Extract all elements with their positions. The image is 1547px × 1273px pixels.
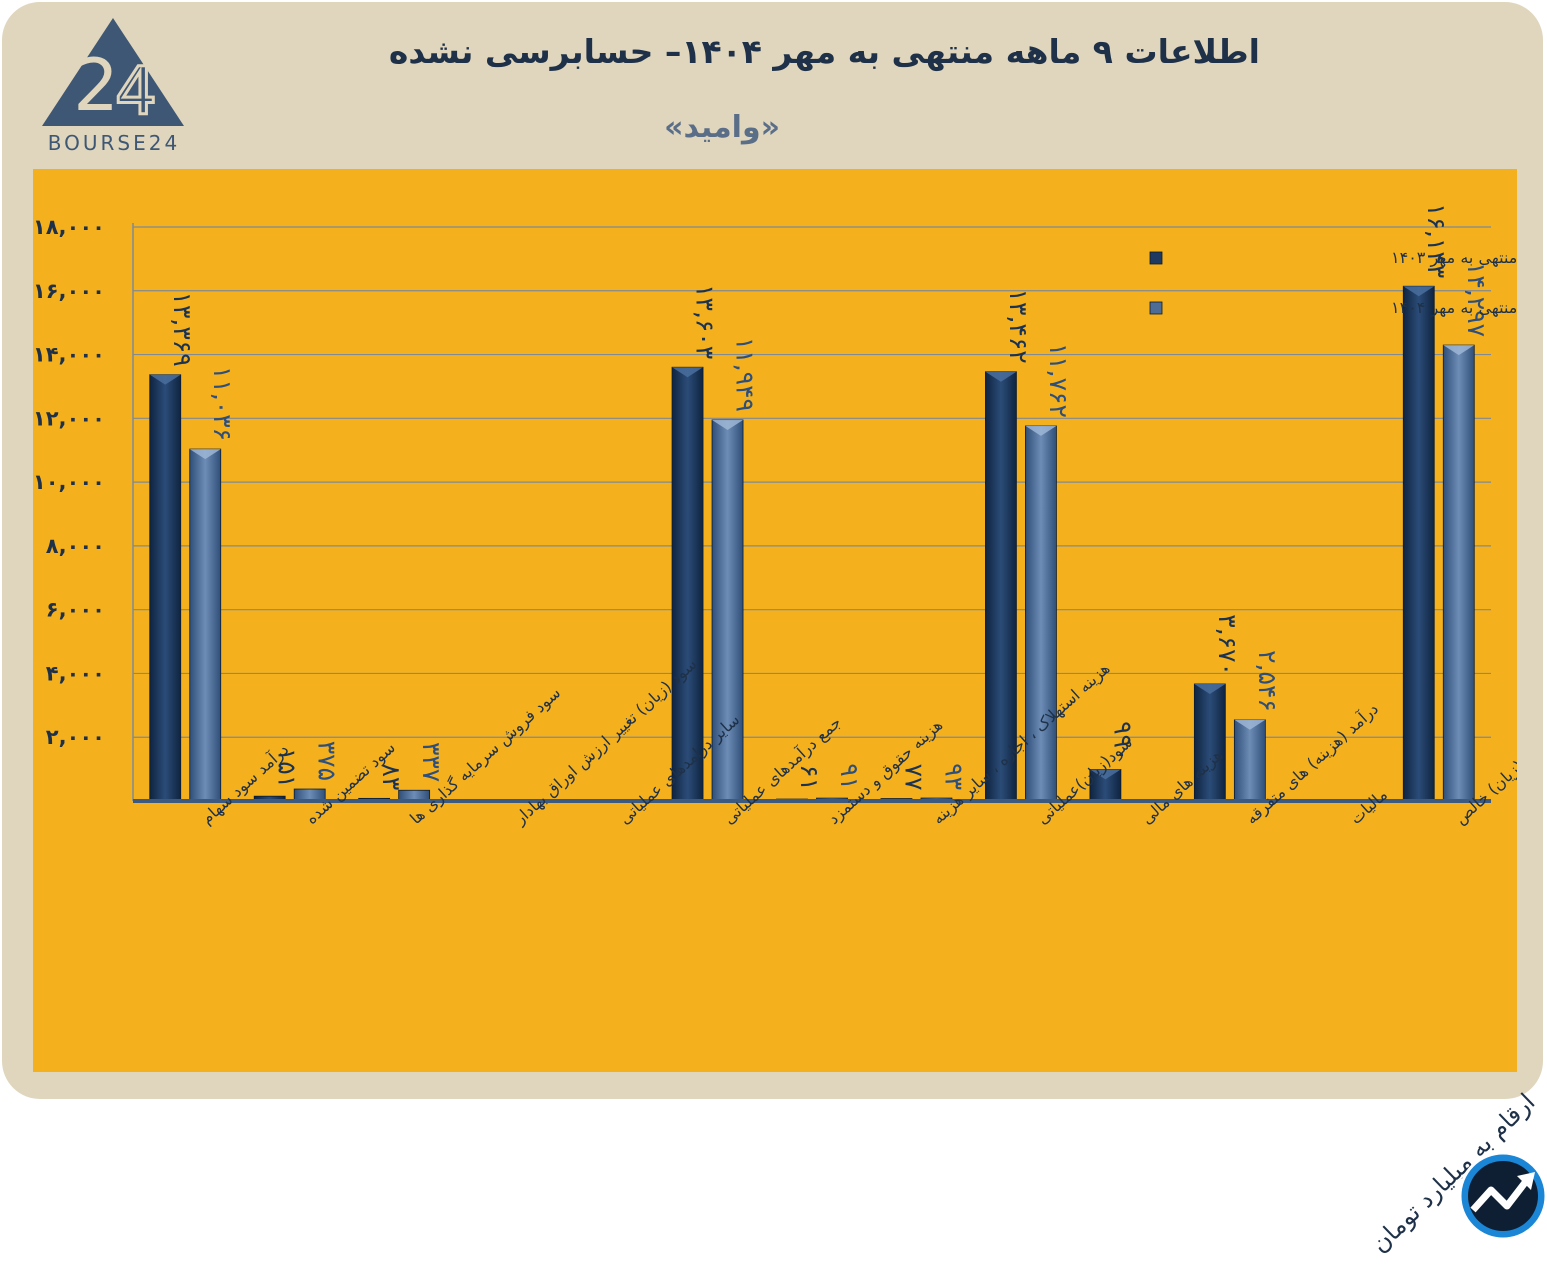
bar-1403-bevel [1089,769,1121,780]
y-tick-label: ۱۰,۰۰۰ [33,470,105,494]
bar-1403 [985,371,1017,802]
data-label: ۸۳ [377,763,406,790]
y-tick-label: ۱۴,۰۰۰ [33,343,105,367]
data-label: ۱۳,۳۶۹ [168,292,197,367]
bourse24-logo: 2 4 [42,18,184,132]
bar-1404 [1233,719,1266,802]
x-tick-label: هزینه استهلاک ، اجاره ، سایر هزینه [928,659,1114,829]
data-label: ۱۳,۴۶۲ [1004,289,1033,364]
legend-label: عملکرد منتهی به مهر ۱۴۰۳ [1391,248,1517,268]
y-tick-label: ۱۲,۰۰۰ [33,406,105,430]
bar-1403-bevel [1403,286,1435,297]
data-label: ۱۱,۷۶۲ [1044,343,1073,418]
data-label: ۹۳ [939,763,968,790]
x-tick-label: مالیات [1346,785,1391,828]
data-label: ۱۵۱ [273,748,302,788]
data-label: ۷۷ [899,764,928,791]
bar-1403 [149,374,182,802]
data-label: ۳۳۷ [417,742,446,782]
bar-1403 [671,366,704,802]
legend-swatch [1149,301,1163,315]
y-tick-label: ۲,۰۰۰ [46,725,105,749]
data-label: ۹۱ [835,763,864,790]
data-label: ۱۴,۲۹۷ [1462,262,1491,337]
data-label: ۶۱ [795,764,824,791]
bar-1403-bevel [1194,683,1226,694]
bar-1404-bevel [712,419,744,430]
y-tick-label: ۱۶,۰۰۰ [33,279,105,303]
page-title: اطلاعات ۹ ماهه منتهی به مهر ۱۴۰۴– حسابرس… [388,32,1260,71]
svg-text:2: 2 [73,43,119,127]
bar-chart: ۱۳,۳۶۹ ۱۱,۰۳۶ ۱۵۱ ۳۷۵ ۸۳ ۳۳۷ ۱۳,۶۰۳ ۱۱,۹۴۹ ۶۱ ۹۱ ۷… [33,203,1517,829]
bar-1403-bevel [672,367,704,378]
data-label: ۹۹۰ [1108,721,1137,761]
bar-1403-bevel [149,374,181,385]
legend-label: عملکرد منتهی به مهر ۱۴۰۴ [1391,298,1517,318]
y-tick-label: ۶,۰۰۰ [46,598,105,622]
logo-text: BOURSE24 [47,131,181,155]
bar-1403-bevel [985,371,1017,382]
y-tick-label: ۱۸,۰۰۰ [33,215,105,239]
y-tick-label: ۴,۰۰۰ [46,661,105,685]
data-label: ۱۱,۰۳۶ [208,366,237,441]
bar-1404-bevel [189,449,221,460]
bar-1404-bevel [1234,719,1266,730]
trend-logo-icon [1458,1151,1547,1241]
data-label: ۱۳,۶۰۳ [691,284,720,359]
bar-1404-bevel [1443,345,1475,356]
bar-1404 [711,419,744,802]
data-label: ۱۶,۱۴۳ [1422,203,1451,278]
bar-1404 [189,448,222,802]
company-name: «وامید» [664,110,780,145]
svg-text:4: 4 [115,53,157,130]
data-label: ۳۷۵ [313,741,342,781]
y-tick-label: ۸,۰۰۰ [46,534,105,558]
data-label: ۱۱,۹۴۹ [731,337,760,412]
data-label: ۲,۵۴۶ [1253,650,1282,712]
bar-1404-bevel [1025,425,1057,436]
bar-1403 [1402,285,1435,802]
chart-panel: ۱۳,۳۶۹ ۱۱,۰۳۶ ۱۵۱ ۳۷۵ ۸۳ ۳۳۷ ۱۳,۶۰۳ ۱۱,۹۴۹ ۶۱ ۹۱ ۷… [33,169,1547,1258]
bar-1404 [1442,344,1475,802]
data-label: ۳,۶۷۰ [1213,614,1242,676]
legend-swatch [1149,251,1163,265]
